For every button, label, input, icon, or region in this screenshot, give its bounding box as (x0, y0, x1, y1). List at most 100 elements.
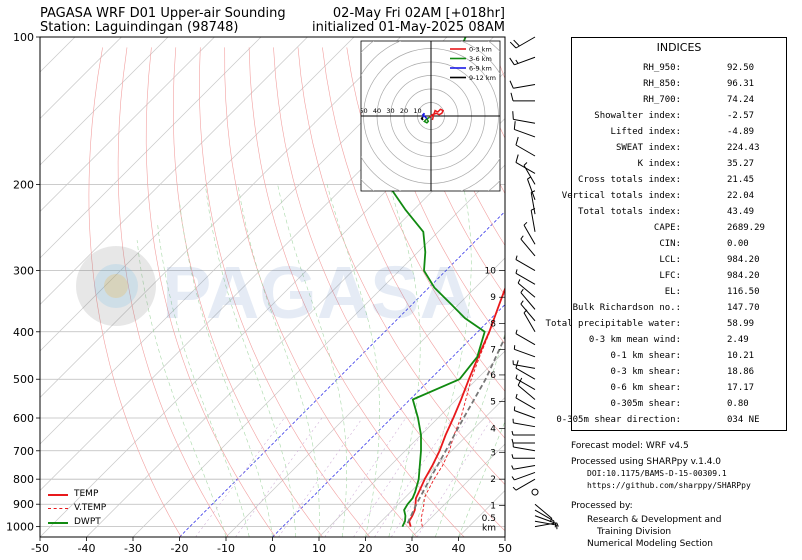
wind-barb (520, 235, 536, 257)
y-tick-label: 600 (13, 412, 34, 425)
y-tick-label: 700 (13, 445, 34, 458)
series-line-parcel (406, 335, 505, 524)
wind-barb (511, 430, 535, 436)
barb-shaft (534, 503, 553, 519)
index-row: CAPE: 2689.29 (572, 223, 786, 239)
indices-panel: INDICES RH_950: 92.50 RH_850: 96.31 RH_700: 7… (546, 37, 787, 431)
index-row: Showalter index: -2.57 (572, 111, 786, 127)
moist-adiabat (435, 332, 505, 537)
barb-shaft (513, 446, 536, 452)
barb-shaft (514, 410, 536, 419)
mixing-ratio-line (353, 417, 433, 537)
wind-barb (534, 520, 558, 530)
dry-adiabat (145, 47, 276, 537)
barb-half-feather (511, 438, 514, 444)
index-label: 0-3 km shear: (610, 367, 681, 377)
barb-feather (517, 377, 523, 386)
dry-adiabat (419, 47, 505, 247)
index-value: 034 NE (727, 415, 760, 425)
moist-adiabat (411, 184, 472, 537)
barb-half-feather (530, 208, 536, 211)
moist-adiabat (157, 223, 250, 537)
index-row: SWEAT index: 224.43 (572, 143, 786, 159)
wind-barb (511, 454, 535, 459)
y-tick-label: 300 (13, 265, 34, 278)
hodograph-legend-label: 9-12 km (469, 74, 496, 82)
title-left-line1: PAGASA WRF D01 Upper-air Sounding (40, 6, 286, 21)
barb-half-feather (527, 176, 532, 180)
hodograph-legend-label: 6-9 km (469, 65, 492, 73)
dry-adiabat (322, 47, 505, 439)
mixing-ratio-line (195, 417, 285, 537)
moist-adiabat (277, 184, 347, 537)
barb-shaft (513, 464, 536, 470)
index-row: 0-305m shear: 0.80 (572, 399, 786, 415)
moist-adiabat (179, 204, 273, 537)
barb-shaft (513, 83, 536, 89)
index-value: 2689.29 (727, 223, 765, 233)
y-tick-label: 100 (13, 31, 34, 44)
index-label: Total precipitable water: (545, 319, 681, 329)
hodograph-trace (421, 112, 428, 120)
hodograph-legend-label: 3-6 km (469, 55, 492, 63)
index-value: -2.57 (727, 111, 755, 121)
barb-feather (512, 111, 514, 120)
isotherm-line (318, 350, 505, 537)
title-right-line2: initialized 01-May-2025 08AM (311, 20, 505, 35)
wind-barb (523, 221, 536, 245)
hodograph-ring-label: 10 (413, 107, 421, 115)
barb-shaft (520, 292, 536, 310)
wind-barb (513, 121, 536, 138)
barb-shaft (534, 515, 556, 524)
barb-half-feather (523, 221, 528, 226)
index-row: CIN: 0.00 (572, 239, 786, 255)
mixing-ratio-line (235, 417, 323, 537)
index-label: 0-6 km shear: (610, 383, 681, 393)
indices-title: INDICES (656, 41, 702, 54)
index-label: Bulk Richardson no.: (572, 303, 681, 313)
barb-feather (513, 121, 516, 130)
dry-adiabat (346, 47, 505, 392)
barb-half-feather (511, 430, 514, 436)
index-label: RH_850: (643, 79, 681, 89)
barb-half-feather (520, 235, 524, 240)
wind-barb (530, 190, 536, 215)
index-row: LCL: 984.20 (572, 255, 786, 271)
index-label: Showalter index: (594, 111, 681, 121)
moist-adiabat (326, 184, 380, 537)
barb-shaft (515, 259, 536, 272)
index-row: 0-6 km shear: 17.17 (572, 383, 786, 399)
wind-barb (512, 442, 536, 452)
isotherm-line (411, 443, 505, 537)
barb-half-feather (511, 465, 514, 470)
legend-label: TEMP (74, 489, 99, 499)
processed-with: Processed using SHARPpy v.1.4.0 (571, 457, 722, 467)
hodograph-ring-label: 30 (386, 107, 394, 115)
barb-half-feather (515, 269, 518, 274)
index-row: 0-305m shear direction: 034 NE (556, 415, 786, 431)
wind-barb (515, 329, 536, 346)
km-label: 9 (490, 293, 496, 303)
moist-adiabat (237, 184, 320, 537)
barb-feather (515, 136, 519, 146)
barb-shaft (513, 118, 536, 124)
wind-barb (513, 406, 536, 419)
title-left-line2: Station: Laguindingan (98748) (40, 20, 239, 35)
wind-barb (515, 255, 536, 272)
barb-half-feather (511, 454, 514, 459)
index-row: RH_850: 96.31 (572, 79, 786, 95)
legend-item-vtemp: V.TEMP (48, 501, 106, 515)
wind-barb (534, 503, 553, 523)
isotherm-line (40, 37, 76, 73)
wind-barb (523, 309, 536, 333)
index-row: EL: 116.50 (572, 287, 786, 303)
footer-info: Forecast model: WRF v4.5 Processed using… (571, 440, 801, 550)
index-row: 0-3 km mean wind: 2.49 (572, 335, 786, 351)
barb-half-feather (523, 309, 528, 314)
barb-feather (515, 360, 519, 369)
index-label: 0-3 km mean wind: (588, 335, 681, 345)
index-label: CAPE: (653, 223, 681, 233)
index-value: 96.31 (727, 79, 755, 89)
barb-shaft (517, 282, 536, 298)
wind-barb (515, 269, 536, 285)
